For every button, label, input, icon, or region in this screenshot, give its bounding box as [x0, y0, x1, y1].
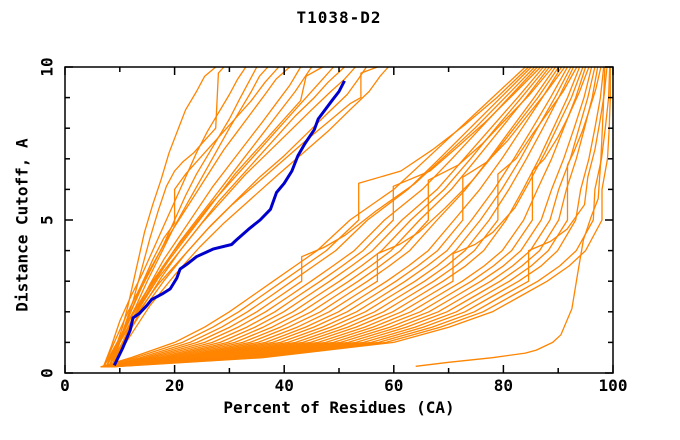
model-curve: [108, 66, 566, 368]
model-curve: [111, 66, 389, 368]
model-curve: [111, 66, 599, 368]
model-curve: [108, 66, 280, 368]
model-curve: [100, 66, 572, 368]
chart-title: T1038-D2: [296, 8, 382, 27]
model-curve: [108, 66, 581, 368]
model-curve: [111, 66, 554, 368]
model-curve: [100, 66, 542, 368]
highlighted-model-curve: [112, 80, 346, 367]
model-curve: [106, 66, 608, 368]
x-tick-label: 0: [60, 376, 70, 395]
x-axis-label: Percent of Residues (CA): [223, 398, 455, 417]
model-curve: [111, 66, 538, 368]
model-curve: [100, 66, 587, 368]
model-curve: [103, 66, 590, 368]
model-curve: [100, 66, 557, 368]
x-tick-label: 20: [165, 376, 184, 395]
model-curve: [102, 66, 334, 368]
model-curve: [106, 66, 563, 368]
model-curve: [100, 66, 526, 368]
y-tick-label: 10: [38, 57, 57, 76]
model-curve: [111, 66, 584, 368]
x-tick-label: 40: [275, 376, 294, 395]
model-curve: [108, 66, 225, 368]
model-curve: [108, 66, 550, 368]
model-curve: [105, 66, 356, 368]
model-curve: [108, 66, 611, 368]
x-tick-label: 100: [599, 376, 628, 395]
model-curve: [415, 66, 606, 367]
y-tick-label: 0: [38, 368, 57, 378]
model-curve: [103, 66, 575, 368]
model-curve: [103, 66, 560, 368]
model-curve: [102, 66, 378, 368]
model-curve: [106, 66, 593, 368]
model-curve: [105, 66, 313, 368]
y-tick-label: 5: [38, 215, 57, 225]
model-curve: [108, 66, 596, 368]
model-curve: [108, 66, 367, 368]
model-curve: [105, 66, 532, 368]
model-curve: [106, 66, 578, 368]
model-curve: [103, 66, 544, 368]
model-curve: [111, 66, 569, 368]
model-curve: [103, 66, 530, 368]
model-curve: [102, 66, 291, 368]
model-curve: [108, 66, 536, 368]
x-tick-label: 80: [494, 376, 513, 395]
model-curve: [100, 66, 602, 368]
model-curve: [103, 66, 605, 368]
x-tick-label: 60: [384, 376, 403, 395]
model-curve: [111, 67, 611, 368]
